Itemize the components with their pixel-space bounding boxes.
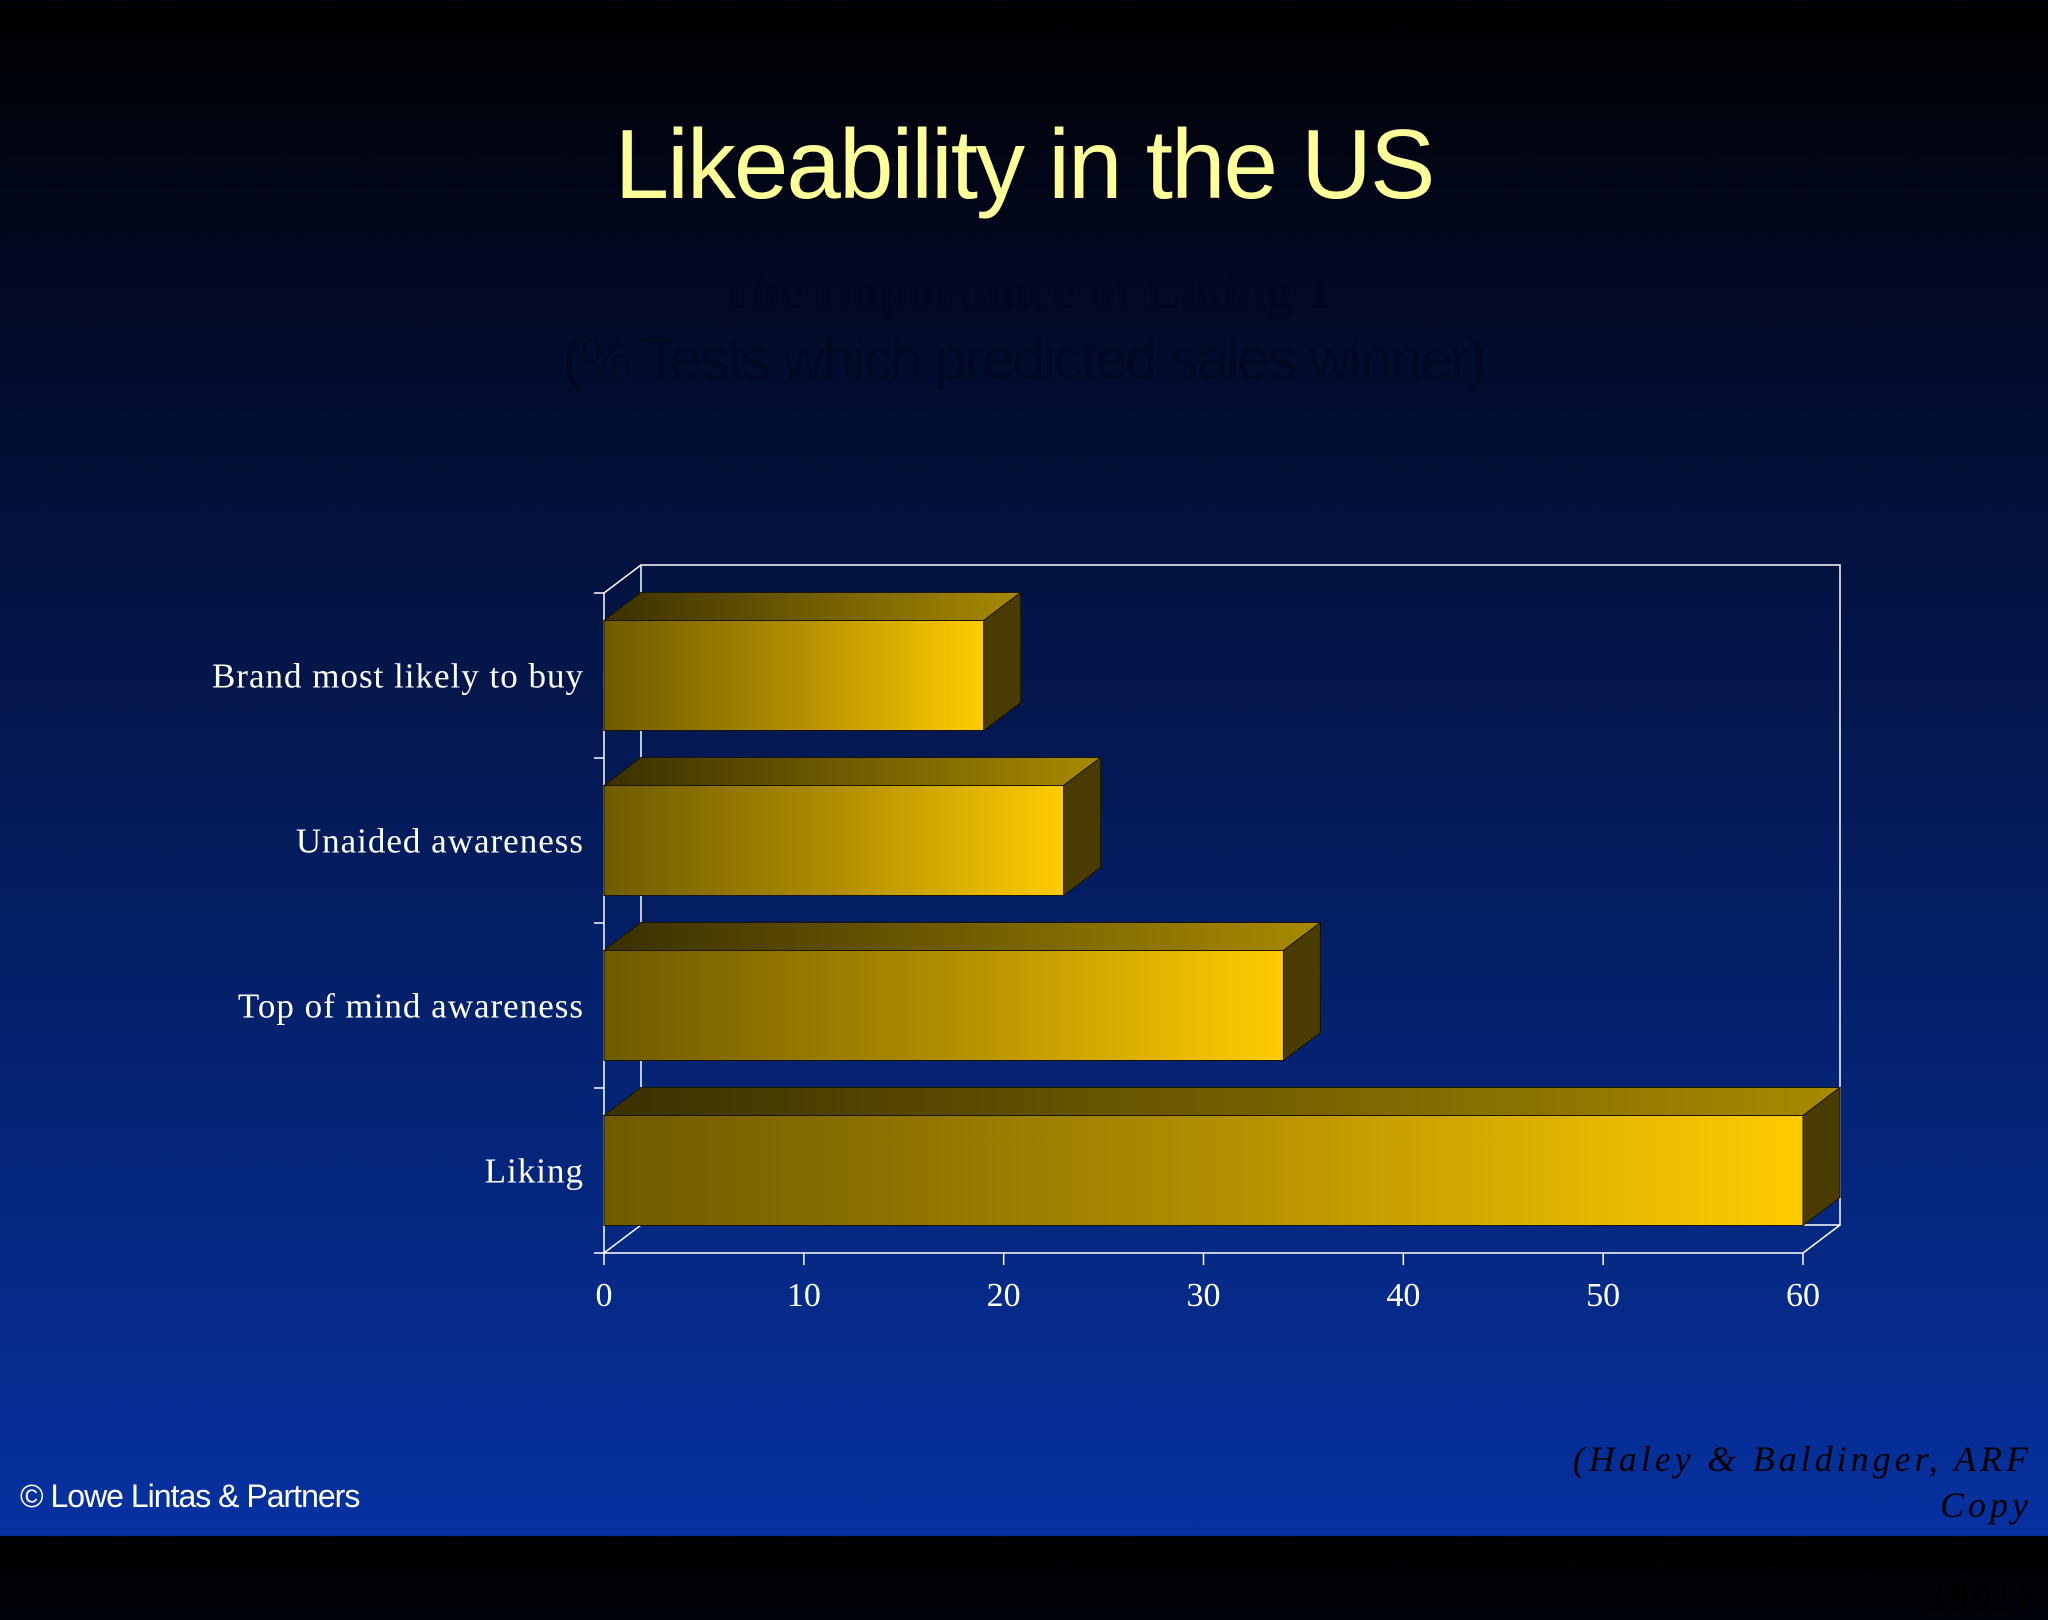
bar-top-face — [602, 1087, 1842, 1116]
x-tick-label: 40 — [1386, 1277, 1420, 1314]
category-label: Top of mind awareness — [238, 987, 584, 1026]
bar-front-face — [603, 620, 985, 731]
x-tick-label: 10 — [787, 1277, 821, 1314]
category-label: Liking — [485, 1152, 584, 1191]
category-labels: Brand most likely to buy Unaided awarenes… — [212, 657, 584, 1191]
chart-subtitle: (% Tests which predicted sales winner) — [562, 327, 1487, 392]
x-tick-label: 20 — [987, 1277, 1021, 1314]
slide-title: Likeability in the US — [614, 109, 1436, 219]
axis-depth-bottom-left — [603, 1224, 642, 1254]
x-tick-label: 60 — [1786, 1277, 1820, 1314]
bar-front-face — [603, 1115, 1804, 1226]
bar — [602, 921, 1322, 1062]
chart-title: The Importance of Liking 1 — [716, 263, 1332, 320]
x-tick-label: 50 — [1586, 1277, 1620, 1314]
x-axis-ticks: 0 10 20 30 40 50 60 — [596, 1253, 1820, 1314]
bar — [602, 756, 1103, 897]
bar-front-face — [603, 785, 1065, 896]
source-citation: (Haley & Baldinger, ARF Copy Research Va… — [1472, 1436, 2032, 1620]
source-line-2: Research Validity Project 1991) — [1566, 1531, 2032, 1617]
x-tick-label: 0 — [596, 1277, 613, 1314]
axis-depth-bottom-right — [1802, 1224, 1841, 1254]
category-label: Unaided awareness — [296, 822, 584, 861]
bars — [602, 591, 1842, 1227]
source-line-1: (Haley & Baldinger, ARF Copy — [1572, 1439, 2032, 1525]
axis-depth-top — [603, 564, 642, 594]
category-label: Brand most likely to buy — [212, 657, 584, 696]
bar — [602, 1086, 1842, 1227]
bar-top-face — [602, 757, 1103, 786]
copyright-text: © Lowe Lintas & Partners — [20, 1478, 360, 1514]
bar-front-face — [603, 950, 1284, 1061]
bar-top-face — [602, 922, 1322, 951]
x-tick-label: 30 — [1187, 1277, 1221, 1314]
bar — [602, 591, 1023, 732]
bar-top-face — [602, 592, 1023, 621]
bar-chart: 0 10 20 30 40 50 60 Brand most likely to buy Un… — [212, 564, 1842, 1314]
